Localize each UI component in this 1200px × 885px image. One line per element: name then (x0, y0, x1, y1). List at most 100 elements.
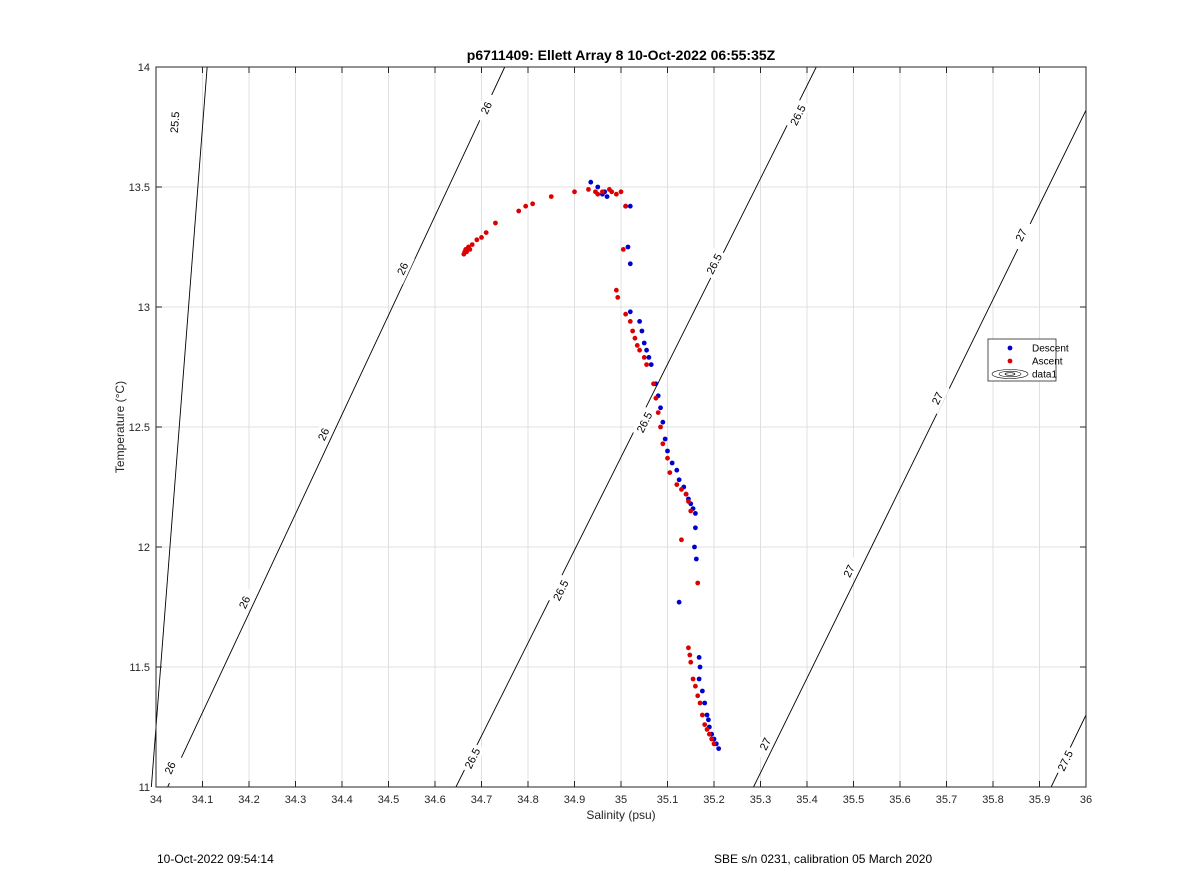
ascent-point (660, 441, 666, 447)
ascent-point (548, 194, 554, 200)
ascent-point (600, 189, 605, 195)
ascent-point (702, 722, 708, 727)
descent-point (665, 448, 670, 454)
descent-point (676, 477, 682, 483)
x-tick-label: 34.2 (238, 794, 259, 806)
ascent-point (586, 187, 591, 192)
ascent-point (479, 235, 484, 240)
descent-point (674, 467, 680, 473)
contour-label-background (1008, 219, 1034, 251)
contour-line (167, 66, 506, 788)
descent-point (637, 319, 642, 324)
x-tick-label: 34.1 (192, 794, 213, 806)
contour-label-background (785, 99, 811, 131)
descent-point (702, 700, 708, 706)
legend-descent-marker (1007, 345, 1013, 351)
x-tick-label: 34 (150, 794, 162, 806)
data-points (461, 179, 722, 751)
grid (156, 67, 1086, 787)
legend-box (987, 338, 1057, 382)
ascent-point (711, 741, 717, 747)
ascent-point (609, 189, 615, 195)
descent-point (604, 194, 610, 200)
x-tick-label: 34.8 (517, 794, 538, 806)
x-tick-label: 35.5 (843, 794, 864, 806)
contour-label: 26 (237, 595, 253, 611)
descent-point (658, 405, 663, 411)
x-axis-label: Salinity (psu) (586, 808, 655, 822)
descent-point (706, 717, 711, 723)
x-tick-label: 35.4 (796, 794, 817, 806)
y-tick-label: 13.5 (129, 182, 150, 194)
contour-label: 26 (163, 760, 179, 776)
ascent-point (572, 189, 577, 195)
descent-point (625, 244, 631, 250)
ascent-point (483, 230, 489, 236)
descent-point (627, 261, 633, 267)
ascent-point (627, 319, 633, 324)
legend-contour-icon (991, 369, 1029, 379)
tick-labels: 34 34.1 34.2 34.3 34.4 34.5 34.6 34.7 34.8 34.9 35… (129, 62, 1093, 806)
footer-timestamp: 10-Oct-2022 09:54:14 (157, 852, 274, 866)
ascent-point (697, 700, 703, 706)
y-tick-label: 12 (138, 542, 150, 554)
x-tick-label: 36 (1080, 794, 1092, 806)
descent-point (697, 664, 703, 670)
ascent-point (683, 491, 689, 497)
descent-point (644, 347, 649, 353)
descent-point (699, 688, 705, 694)
ascent-point (706, 731, 712, 737)
contour-line (753, 110, 1087, 788)
ascent-point (665, 455, 670, 461)
contour-label: 27 (930, 390, 946, 406)
ascent-point (620, 247, 626, 252)
contour-label-background (390, 252, 415, 285)
descent-point (716, 746, 722, 751)
x-tick-label: 35.3 (750, 794, 771, 806)
ascent-point (687, 652, 693, 658)
ascent-point (679, 537, 684, 543)
ascent-point (530, 201, 536, 207)
ascent-point (634, 343, 640, 348)
ascent-point (623, 311, 629, 317)
x-tick-label: 34.7 (471, 794, 492, 806)
x-tick-label: 35.1 (657, 794, 678, 806)
ascent-point (523, 203, 529, 209)
contour-label-background (924, 382, 950, 414)
contour-label: 26 (395, 261, 411, 277)
legend-descent-label: Descent (1032, 344, 1069, 355)
ascent-point (690, 676, 696, 682)
contour-label-background (311, 418, 336, 450)
ascent-point (630, 328, 636, 334)
ascent-point (679, 487, 684, 492)
descent-point (676, 599, 682, 605)
contour-label-background (232, 586, 257, 618)
contour-label-background (1052, 744, 1078, 777)
ascent-point (699, 712, 705, 718)
contour-label-background (473, 92, 499, 124)
ascent-point (467, 247, 473, 252)
contour-label: 26 (316, 427, 332, 443)
density-contours: 25.5262626262626.526.526.526.526.5272727… (150, 66, 1087, 788)
descent-point (595, 184, 601, 190)
contour-label: 26 (479, 100, 495, 116)
x-tick-label: 34.3 (285, 794, 306, 806)
ascent-point (704, 727, 710, 732)
ascent-point (469, 242, 475, 248)
ascent-point (493, 220, 498, 226)
ascent-point (686, 499, 691, 504)
contour-label-background (459, 742, 485, 774)
ascent-point (595, 191, 601, 197)
descent-point (627, 203, 633, 209)
x-tick-label: 34.9 (564, 794, 585, 806)
ascent-point (686, 645, 691, 651)
x-tick-label: 35.6 (889, 794, 910, 806)
ascent-point (709, 736, 715, 742)
legend-ascent-marker (1007, 358, 1013, 364)
descent-point (641, 340, 647, 346)
ascent-point (695, 693, 701, 699)
ascent-point (632, 335, 638, 341)
legend-ascent-label: Ascent (1032, 357, 1063, 368)
ascent-point (613, 191, 619, 197)
